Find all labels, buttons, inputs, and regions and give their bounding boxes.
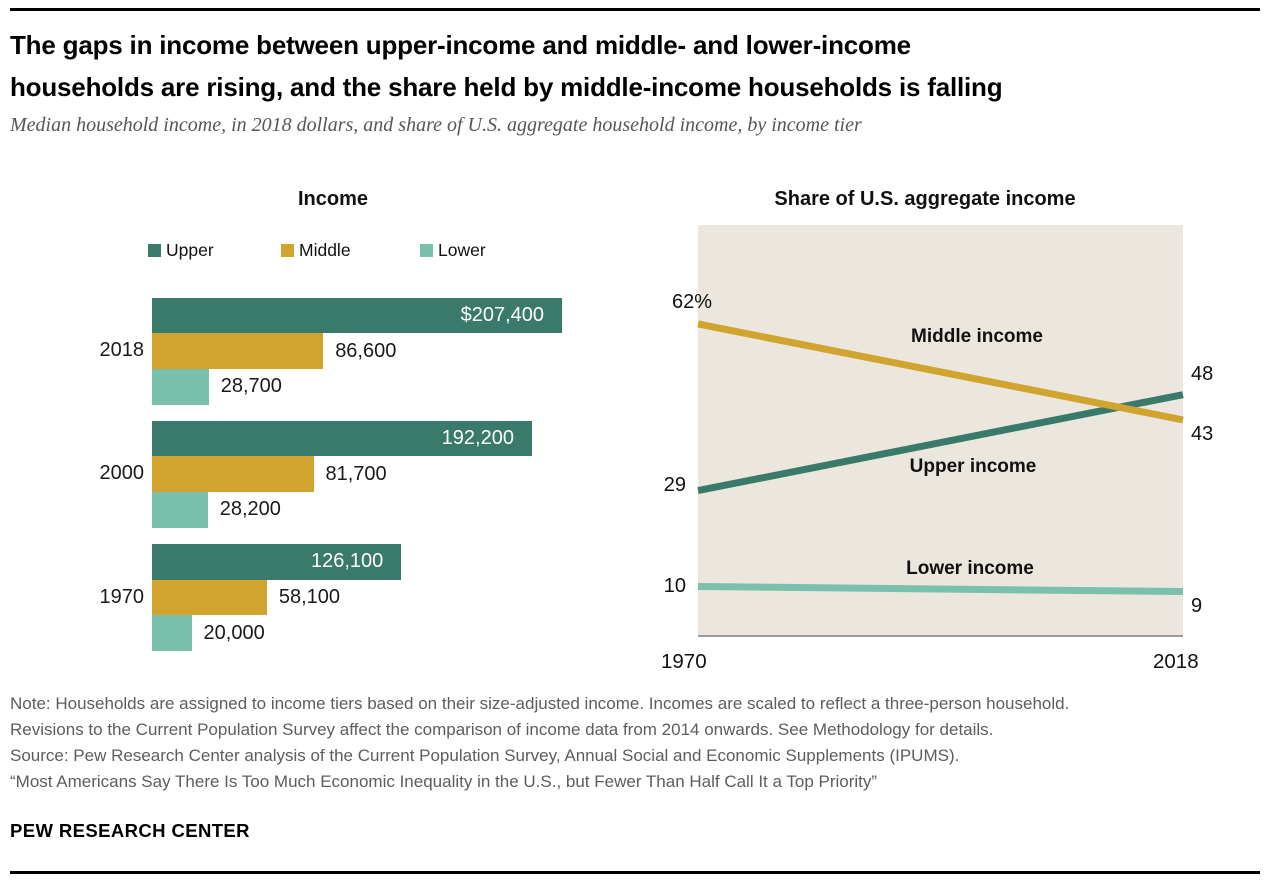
year-label-1970: 1970 <box>99 585 145 608</box>
legend-label: Middle <box>299 240 351 260</box>
legend-item-upper: Upper <box>148 240 214 260</box>
bar-middle-2000 <box>152 456 314 493</box>
bar-middle-2018 <box>152 333 324 369</box>
bar-upper-2000: 192,200 <box>152 420 532 457</box>
series-label-lower-income: Lower income <box>906 558 1034 579</box>
line-upper-income <box>697 391 1184 495</box>
end-value-label: 43 <box>1191 422 1214 445</box>
start-value-label: 10 <box>663 574 686 597</box>
note-line-1: Note: Households are assigned to income … <box>10 694 1070 713</box>
legend-item-middle: Middle <box>281 240 351 260</box>
bar-upper-1970: 126,100 <box>152 544 402 580</box>
bar-value-label: 81,700 <box>325 462 387 485</box>
line-middle-income <box>697 320 1184 424</box>
middle-swatch-icon <box>281 244 294 257</box>
line-chart-title: Share of U.S. aggregate income <box>774 188 1076 210</box>
pew-research-center-logo: PEW RESEARCH CENTER <box>10 820 250 841</box>
bar-lower-2000 <box>152 492 208 528</box>
report-title-line: “Most Americans Say There Is Too Much Ec… <box>10 772 878 791</box>
x-tick-2018: 2018 <box>1153 650 1199 673</box>
year-label-2018: 2018 <box>99 339 145 362</box>
bottom-rule <box>10 871 1260 874</box>
legend-label: Lower <box>438 240 486 260</box>
series-label-middle-income: Middle income <box>911 326 1043 347</box>
page-subtitle: Median household income, in 2018 dollars… <box>10 114 862 136</box>
lower-swatch-icon <box>420 244 433 257</box>
page-title: The gaps in income between upper-income … <box>10 24 1003 108</box>
start-value-label: 29 <box>663 473 686 496</box>
legend-item-lower: Lower <box>420 240 486 260</box>
x-tick-1970: 1970 <box>661 650 707 673</box>
end-value-label: 48 <box>1191 362 1214 385</box>
end-value-label: 9 <box>1191 594 1203 617</box>
bar-value-label: 86,600 <box>335 339 397 362</box>
start-value-label: 62% <box>671 290 712 313</box>
bar-value-label: 192,200 <box>441 427 514 450</box>
bar-value-label: 58,100 <box>278 586 341 609</box>
bar-middle-1970 <box>152 579 267 616</box>
bar-chart-title: Income <box>297 188 369 210</box>
note-line-2: Revisions to the Current Population Surv… <box>10 720 994 739</box>
series-label-upper-income: Upper income <box>909 456 1037 477</box>
year-label-2000: 2000 <box>99 462 145 485</box>
bar-value-label: $207,400 <box>460 303 544 326</box>
bar-value-label: 28,200 <box>219 498 281 521</box>
bar-value-label: 28,700 <box>220 375 282 398</box>
bar-value-label: 126,100 <box>310 550 384 573</box>
bar-lower-1970 <box>152 615 192 652</box>
legend-label: Upper <box>166 240 214 260</box>
line-chart-svg <box>697 320 1184 596</box>
bar-upper-2018: $207,400 <box>152 297 562 334</box>
share-line-plot <box>697 225 1184 637</box>
upper-swatch-icon <box>148 244 161 257</box>
bar-value-label: 20,000 <box>203 621 265 644</box>
bar-lower-2018 <box>152 368 209 405</box>
page-title-line2: households are rising, and the share hel… <box>10 72 1003 102</box>
source-line: Source: Pew Research Center analysis of … <box>10 746 960 765</box>
line-lower-income <box>697 583 1184 596</box>
page-title-line1: The gaps in income between upper-income … <box>10 30 911 60</box>
top-rule <box>10 8 1260 11</box>
